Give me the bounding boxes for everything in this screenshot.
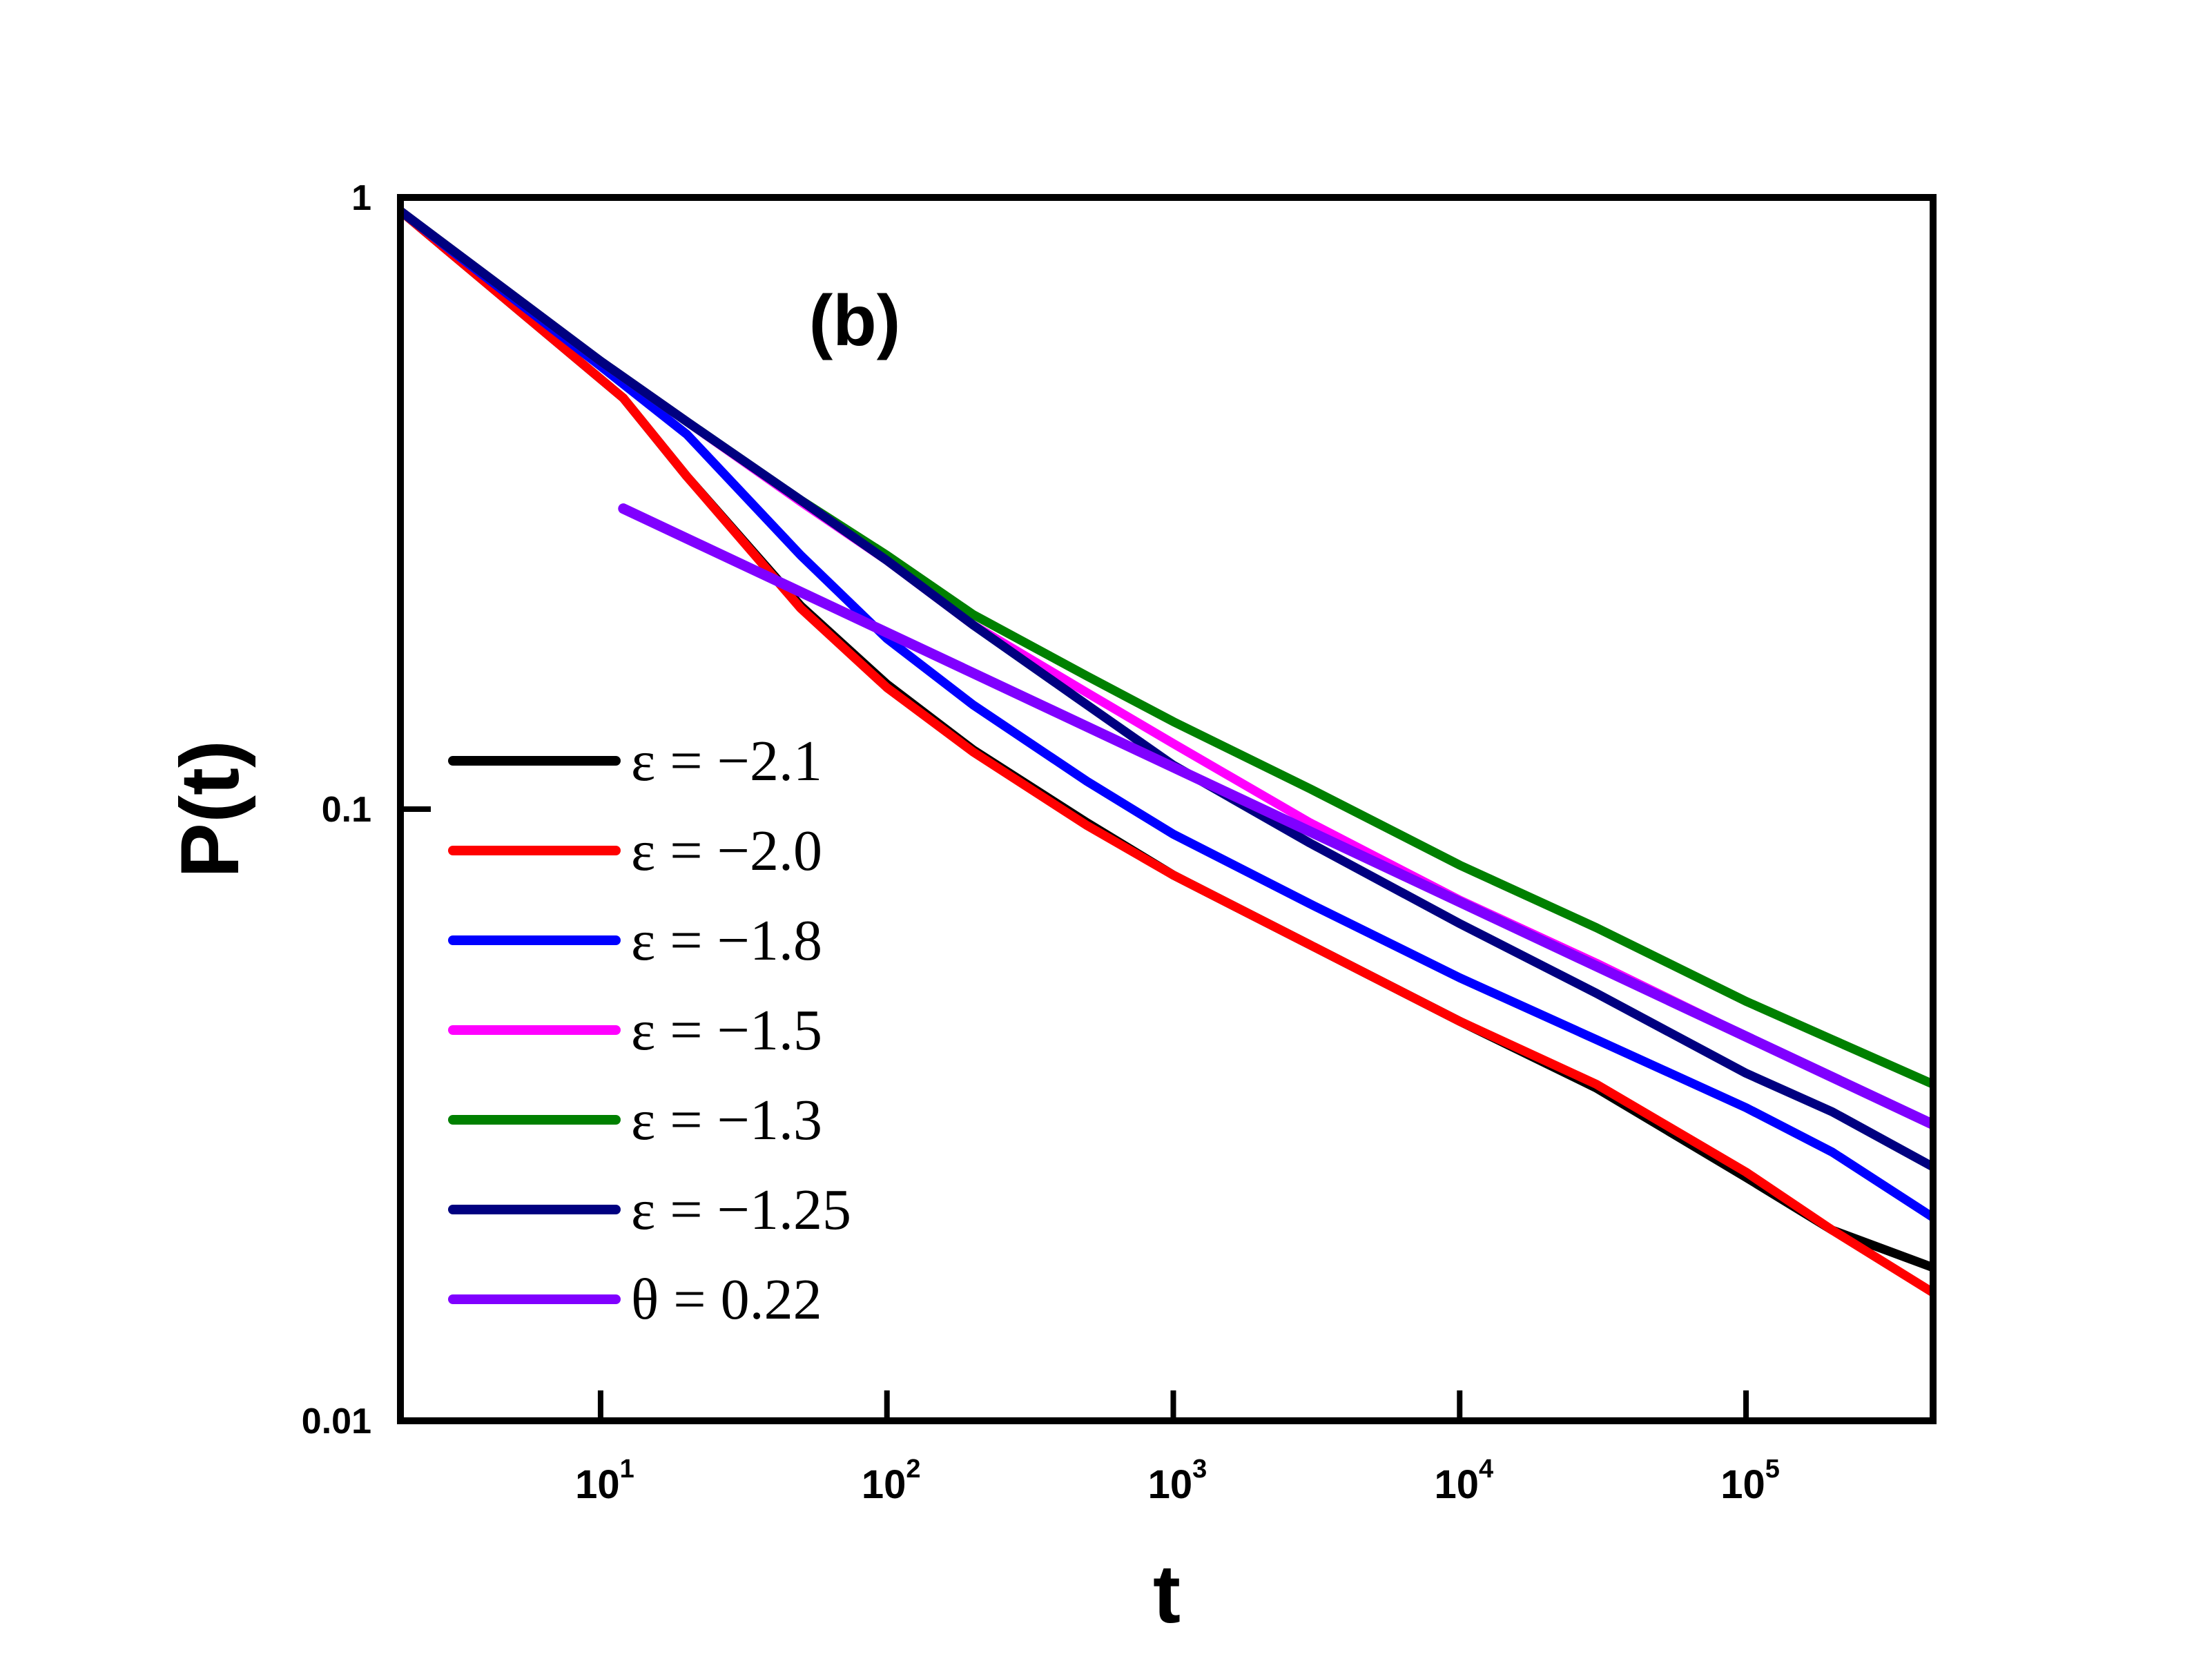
tick-layer	[400, 195, 1749, 1424]
series-line-1	[400, 206, 1933, 1297]
tick-label-layer: 101 102 103 104 105 1 0.1 0.01	[302, 178, 1780, 1507]
series-line-2	[400, 206, 1933, 1222]
legend-label-1: ε = −2.0	[631, 819, 822, 883]
x-tick-label-1: 102	[862, 1455, 921, 1507]
y-tick-label-2: 0.01	[302, 1401, 371, 1442]
x-axis-title: t	[1153, 1548, 1181, 1640]
series-line-6	[618, 503, 1933, 1130]
legend-label-2: ε = −1.8	[631, 909, 822, 973]
legend-label-0: ε = −2.1	[631, 729, 822, 793]
y-axis-title: P(t)	[164, 740, 256, 878]
x-tick-label-4: 105	[1720, 1455, 1780, 1507]
series-line-5	[400, 206, 1933, 1172]
x-tick-label-3: 104	[1434, 1455, 1493, 1507]
legend-label-6: θ = 0.22	[631, 1268, 822, 1332]
y-tick-label-1: 0.1	[322, 790, 371, 830]
legend-label-3: ε = −1.5	[631, 998, 822, 1062]
x-tick-label-2: 103	[1148, 1455, 1207, 1507]
legend-label-4: ε = −1.3	[631, 1088, 822, 1152]
y-tick-label-0: 1	[351, 178, 371, 218]
legend: ε = −2.1 ε = −2.0 ε = −1.8 ε = −1.5 ε = −1.3…	[448, 729, 851, 1332]
series-layer	[400, 206, 1933, 1297]
legend-label-5: ε = −1.25	[631, 1178, 851, 1242]
x-tick-label-0: 101	[575, 1455, 634, 1507]
panel-label: (b)	[809, 281, 901, 361]
